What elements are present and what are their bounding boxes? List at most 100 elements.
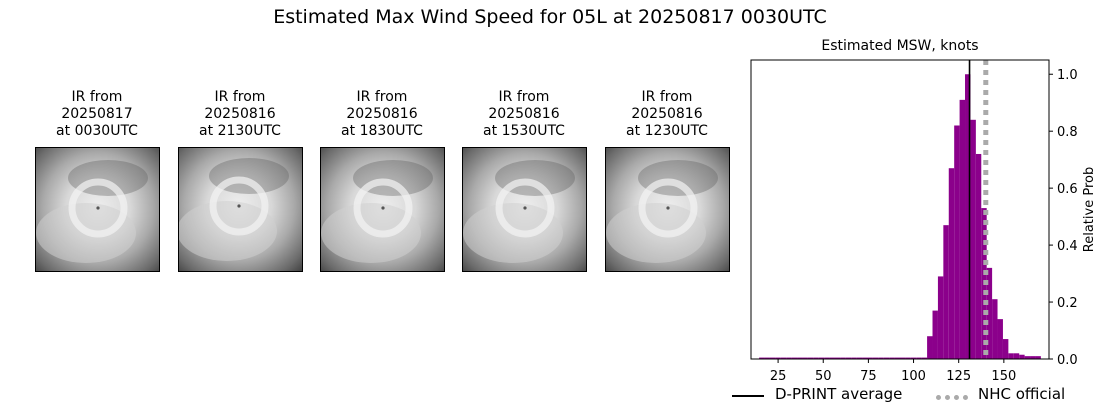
caption-time: at 1530UTC — [483, 123, 565, 139]
histogram-bar — [818, 357, 825, 359]
chart-title: Estimated MSW, knots — [821, 38, 978, 54]
figure-title: Estimated Max Wind Speed for 05L at 2025… — [273, 6, 827, 28]
y-axis-label: Relative Prob — [1082, 167, 1097, 252]
histogram-bar — [840, 357, 846, 359]
histogram-bar — [992, 299, 998, 359]
ir-image-render — [36, 148, 159, 271]
caption-time: at 0030UTC — [56, 123, 138, 139]
histogram-bar — [1008, 353, 1014, 359]
legend-label-dprint: D-PRINT average — [775, 385, 903, 403]
ir-image-render — [179, 148, 302, 271]
ir-satellite-image — [605, 147, 730, 272]
x-tick-label: 100 — [901, 369, 926, 384]
ir-image-render — [606, 148, 729, 271]
histogram-bar — [900, 357, 906, 359]
caption-date: 20250816 — [204, 106, 276, 122]
y-tick-label: 0.0 — [1057, 353, 1078, 368]
histogram-bar — [807, 357, 814, 359]
histogram-bar — [802, 357, 808, 359]
plot-frame — [750, 59, 1050, 360]
histogram-bar — [797, 357, 803, 359]
histogram-bar — [965, 74, 971, 359]
histogram-bar — [894, 357, 900, 359]
caption-line: IR from — [214, 89, 266, 105]
y-tick-label: 0.4 — [1057, 239, 1078, 254]
histogram-bar — [791, 357, 798, 359]
caption-date: 20250816 — [631, 106, 703, 122]
legend-swatch-dprint — [732, 395, 764, 397]
histogram-bar — [1024, 356, 1031, 359]
ir-panel-caption: IR from 20250816 at 1530UTC — [449, 89, 599, 140]
histogram-bar — [927, 336, 933, 359]
x-tick-label: 25 — [770, 369, 787, 384]
ir-panel: IR from 20250816 at 1230UTC — [592, 89, 742, 272]
x-tick-label: 50 — [815, 369, 832, 384]
histogram-bar — [1002, 339, 1009, 359]
ir-image-render — [321, 148, 444, 271]
histogram-bar — [970, 119, 976, 359]
histogram-bar — [905, 357, 911, 359]
ir-panel-caption: IR from 20250816 at 1230UTC — [592, 89, 742, 140]
histogram-bar — [780, 357, 787, 359]
histogram-bar — [921, 357, 928, 359]
histogram-bar — [910, 357, 917, 359]
histogram-bar — [834, 357, 841, 359]
caption-time: at 2130UTC — [199, 123, 281, 139]
ir-satellite-image — [35, 147, 160, 272]
histogram-bar — [813, 357, 819, 359]
histogram-bar — [775, 357, 781, 359]
caption-date: 20250816 — [488, 106, 560, 122]
histogram-bar — [943, 225, 949, 359]
caption-line: IR from — [498, 89, 550, 105]
y-tick-label: 0.2 — [1057, 296, 1078, 311]
histogram-bar — [769, 357, 776, 359]
histogram-bar — [954, 125, 960, 359]
histogram-bar — [937, 276, 944, 359]
histogram-bar — [1030, 356, 1036, 359]
ir-satellite-image — [320, 147, 445, 272]
legend-label-nhc: NHC official — [978, 385, 1066, 403]
histogram-bar — [916, 357, 922, 359]
x-tick-label: 75 — [860, 369, 877, 384]
histogram-bar — [851, 357, 857, 359]
histogram-bar — [986, 267, 993, 359]
ir-panel-caption: IR from 20250816 at 1830UTC — [307, 89, 457, 140]
histogram-bar — [1019, 354, 1025, 359]
histogram-bar — [845, 357, 852, 359]
ir-panel: IR from 20250816 at 1530UTC — [449, 89, 599, 272]
x-tick-label: 125 — [946, 369, 971, 384]
caption-time: at 1230UTC — [626, 123, 708, 139]
y-tick-label: 1.0 — [1057, 68, 1078, 83]
histogram-bar — [759, 357, 765, 359]
histogram-bar — [786, 357, 792, 359]
y-tick-label: 0.8 — [1057, 125, 1078, 140]
caption-date: 20250816 — [346, 106, 418, 122]
histogram-bar — [959, 99, 966, 359]
msw-histogram-chart: Estimated MSW, knots 25 50 75 100 125 150 0.0 0.… — [750, 38, 1097, 384]
histogram-bar — [889, 357, 895, 359]
ir-panel-caption: IR from 20250817 at 0030UTC — [22, 89, 172, 140]
caption-date: 20250817 — [61, 106, 133, 122]
ir-panel: IR from 20250816 at 2130UTC — [165, 89, 315, 272]
caption-line: IR from — [71, 89, 123, 105]
ir-image-render — [463, 148, 586, 271]
legend-swatch-nhc — [936, 395, 968, 400]
histogram-bar — [1035, 356, 1041, 359]
ir-satellite-image — [178, 147, 303, 272]
histogram-bar — [883, 357, 890, 359]
histogram-bar — [878, 357, 884, 359]
ir-panel: IR from 20250816 at 1830UTC — [307, 89, 457, 272]
histogram-bar — [948, 168, 955, 359]
caption-line: IR from — [641, 89, 693, 105]
ir-panel: IR from 20250817 at 0030UTC — [22, 89, 172, 272]
histogram-bar — [867, 357, 873, 359]
y-tick-label: 0.6 — [1057, 182, 1078, 197]
histogram-bar — [872, 357, 879, 359]
histogram-bar — [824, 357, 830, 359]
histogram-bar — [997, 319, 1003, 359]
caption-line: IR from — [356, 89, 408, 105]
histogram-bar — [764, 357, 770, 359]
ir-panel-caption: IR from 20250816 at 2130UTC — [165, 89, 315, 140]
histogram-bar — [932, 310, 938, 359]
caption-time: at 1830UTC — [341, 123, 423, 139]
